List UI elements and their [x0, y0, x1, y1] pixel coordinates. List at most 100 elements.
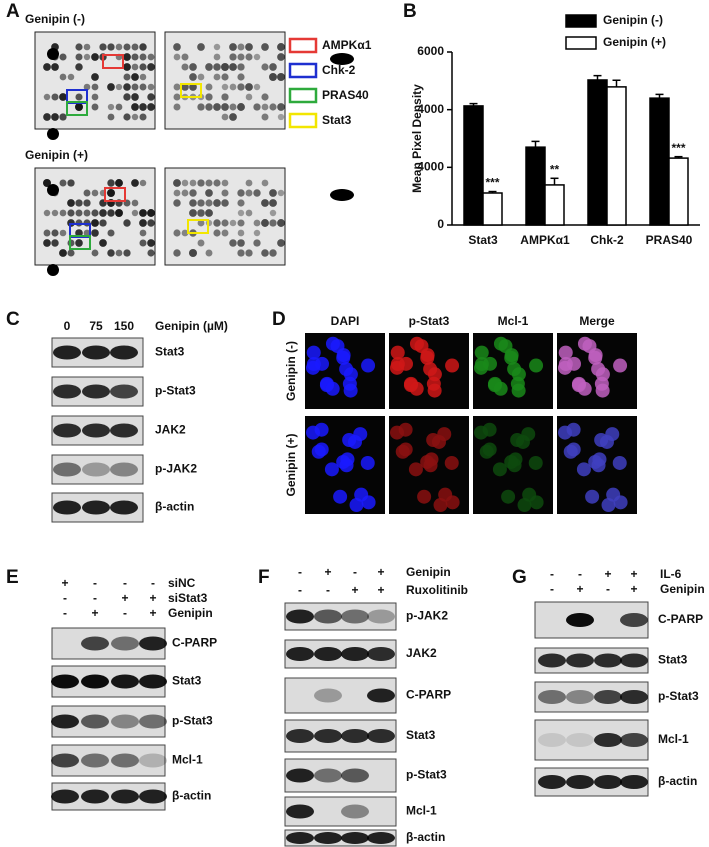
- y-tick-label: 4000: [417, 102, 444, 116]
- blot-band: [341, 647, 369, 661]
- bar: [482, 192, 503, 226]
- array-spot: [197, 103, 205, 111]
- array-spot: [59, 93, 67, 101]
- blot-band: [111, 789, 139, 804]
- blot-band: [81, 674, 109, 689]
- array-spot: [147, 93, 155, 101]
- array-spot: [245, 249, 253, 257]
- array-spot: [75, 93, 83, 101]
- blot-band: [81, 636, 109, 651]
- array-spot: [43, 63, 51, 71]
- array-spot: [147, 219, 155, 227]
- blot-band: [82, 500, 110, 515]
- blot-band: [620, 733, 648, 747]
- array-spot: [99, 239, 107, 247]
- array-spot: [261, 103, 269, 111]
- blot-band: [566, 775, 594, 789]
- array-spot: [221, 103, 229, 111]
- column-label: DAPI: [331, 314, 360, 328]
- legend-label: PRAS40: [322, 88, 369, 102]
- row-label: Genipin (+): [284, 433, 298, 496]
- array-spot: [189, 63, 197, 71]
- array-spot: [245, 189, 253, 197]
- panel-letter: C: [6, 309, 20, 330]
- cell: [517, 498, 532, 513]
- blot-band: [286, 832, 314, 844]
- cell: [361, 358, 376, 373]
- array-spot: [83, 189, 91, 197]
- band-label: Stat3: [406, 728, 436, 742]
- array-spot: [181, 229, 189, 237]
- panel-letter: B: [403, 1, 417, 22]
- cell: [601, 498, 616, 513]
- array-spot: [221, 73, 229, 81]
- array-spot: [43, 93, 51, 101]
- significance-label: ***: [485, 176, 499, 190]
- array-spot: [99, 219, 107, 227]
- blot-band: [111, 714, 139, 729]
- cell: [390, 357, 405, 372]
- cell: [585, 489, 600, 504]
- array-spot: [173, 103, 181, 111]
- blot-band: [341, 729, 369, 743]
- cell: [417, 489, 432, 504]
- array-spot: [173, 249, 181, 257]
- cell: [613, 495, 628, 510]
- array-spot: [237, 189, 245, 197]
- array-spot: [330, 189, 354, 201]
- array-spot: [123, 63, 131, 71]
- blot-band: [110, 423, 138, 438]
- blot-band: [53, 500, 81, 515]
- column-label: p-Stat3: [409, 314, 450, 328]
- array-spot: [269, 249, 277, 257]
- cell: [408, 462, 423, 477]
- treatment-sign: -: [606, 582, 610, 596]
- cell: [306, 345, 321, 360]
- blot-band: [82, 423, 110, 438]
- treatment-sign: +: [121, 591, 128, 605]
- cell: [493, 381, 508, 396]
- cell: [325, 381, 340, 396]
- array-spot: [229, 63, 237, 71]
- treatment-sign: -: [151, 576, 155, 590]
- band-label: p-JAK2: [406, 609, 448, 623]
- array-spot: [261, 199, 269, 207]
- bar: [587, 79, 608, 226]
- array-spot: [197, 179, 205, 187]
- array-spot: [59, 229, 67, 237]
- band-label: Stat3: [172, 674, 202, 688]
- cell: [504, 454, 519, 469]
- blot-band: [286, 729, 314, 743]
- legend-swatch: [288, 87, 318, 104]
- array-spot: [107, 113, 115, 121]
- array-spot: [237, 249, 245, 257]
- blot-band: [538, 690, 566, 704]
- band-label: Stat3: [155, 345, 185, 359]
- blot-band: [286, 647, 314, 661]
- blot-band: [566, 733, 594, 747]
- cell: [333, 489, 348, 504]
- legend-label: Chk-2: [322, 63, 356, 77]
- treatment-name: IL-6: [660, 567, 682, 581]
- cell: [588, 348, 603, 363]
- treatment-sign: -: [550, 582, 554, 596]
- treatment-name: siStat3: [168, 591, 208, 605]
- array-spot: [269, 73, 277, 81]
- band-label: β-actin: [658, 774, 697, 788]
- band-label: Mcl-1: [172, 753, 203, 767]
- treatment-sign: -: [353, 565, 357, 579]
- array-spot: [181, 83, 189, 91]
- cell: [420, 454, 435, 469]
- blot-band: [111, 753, 139, 768]
- array-spot: [131, 209, 139, 217]
- array-spot: [51, 239, 59, 247]
- array-spot: [253, 229, 261, 237]
- array-spot: [139, 63, 147, 71]
- band-label: JAK2: [406, 646, 437, 660]
- cell: [529, 495, 544, 510]
- array-spot: [139, 53, 147, 61]
- array-spot: [229, 53, 237, 61]
- array-spot: [205, 93, 213, 101]
- cell: [336, 348, 351, 363]
- array-spot: [67, 249, 75, 257]
